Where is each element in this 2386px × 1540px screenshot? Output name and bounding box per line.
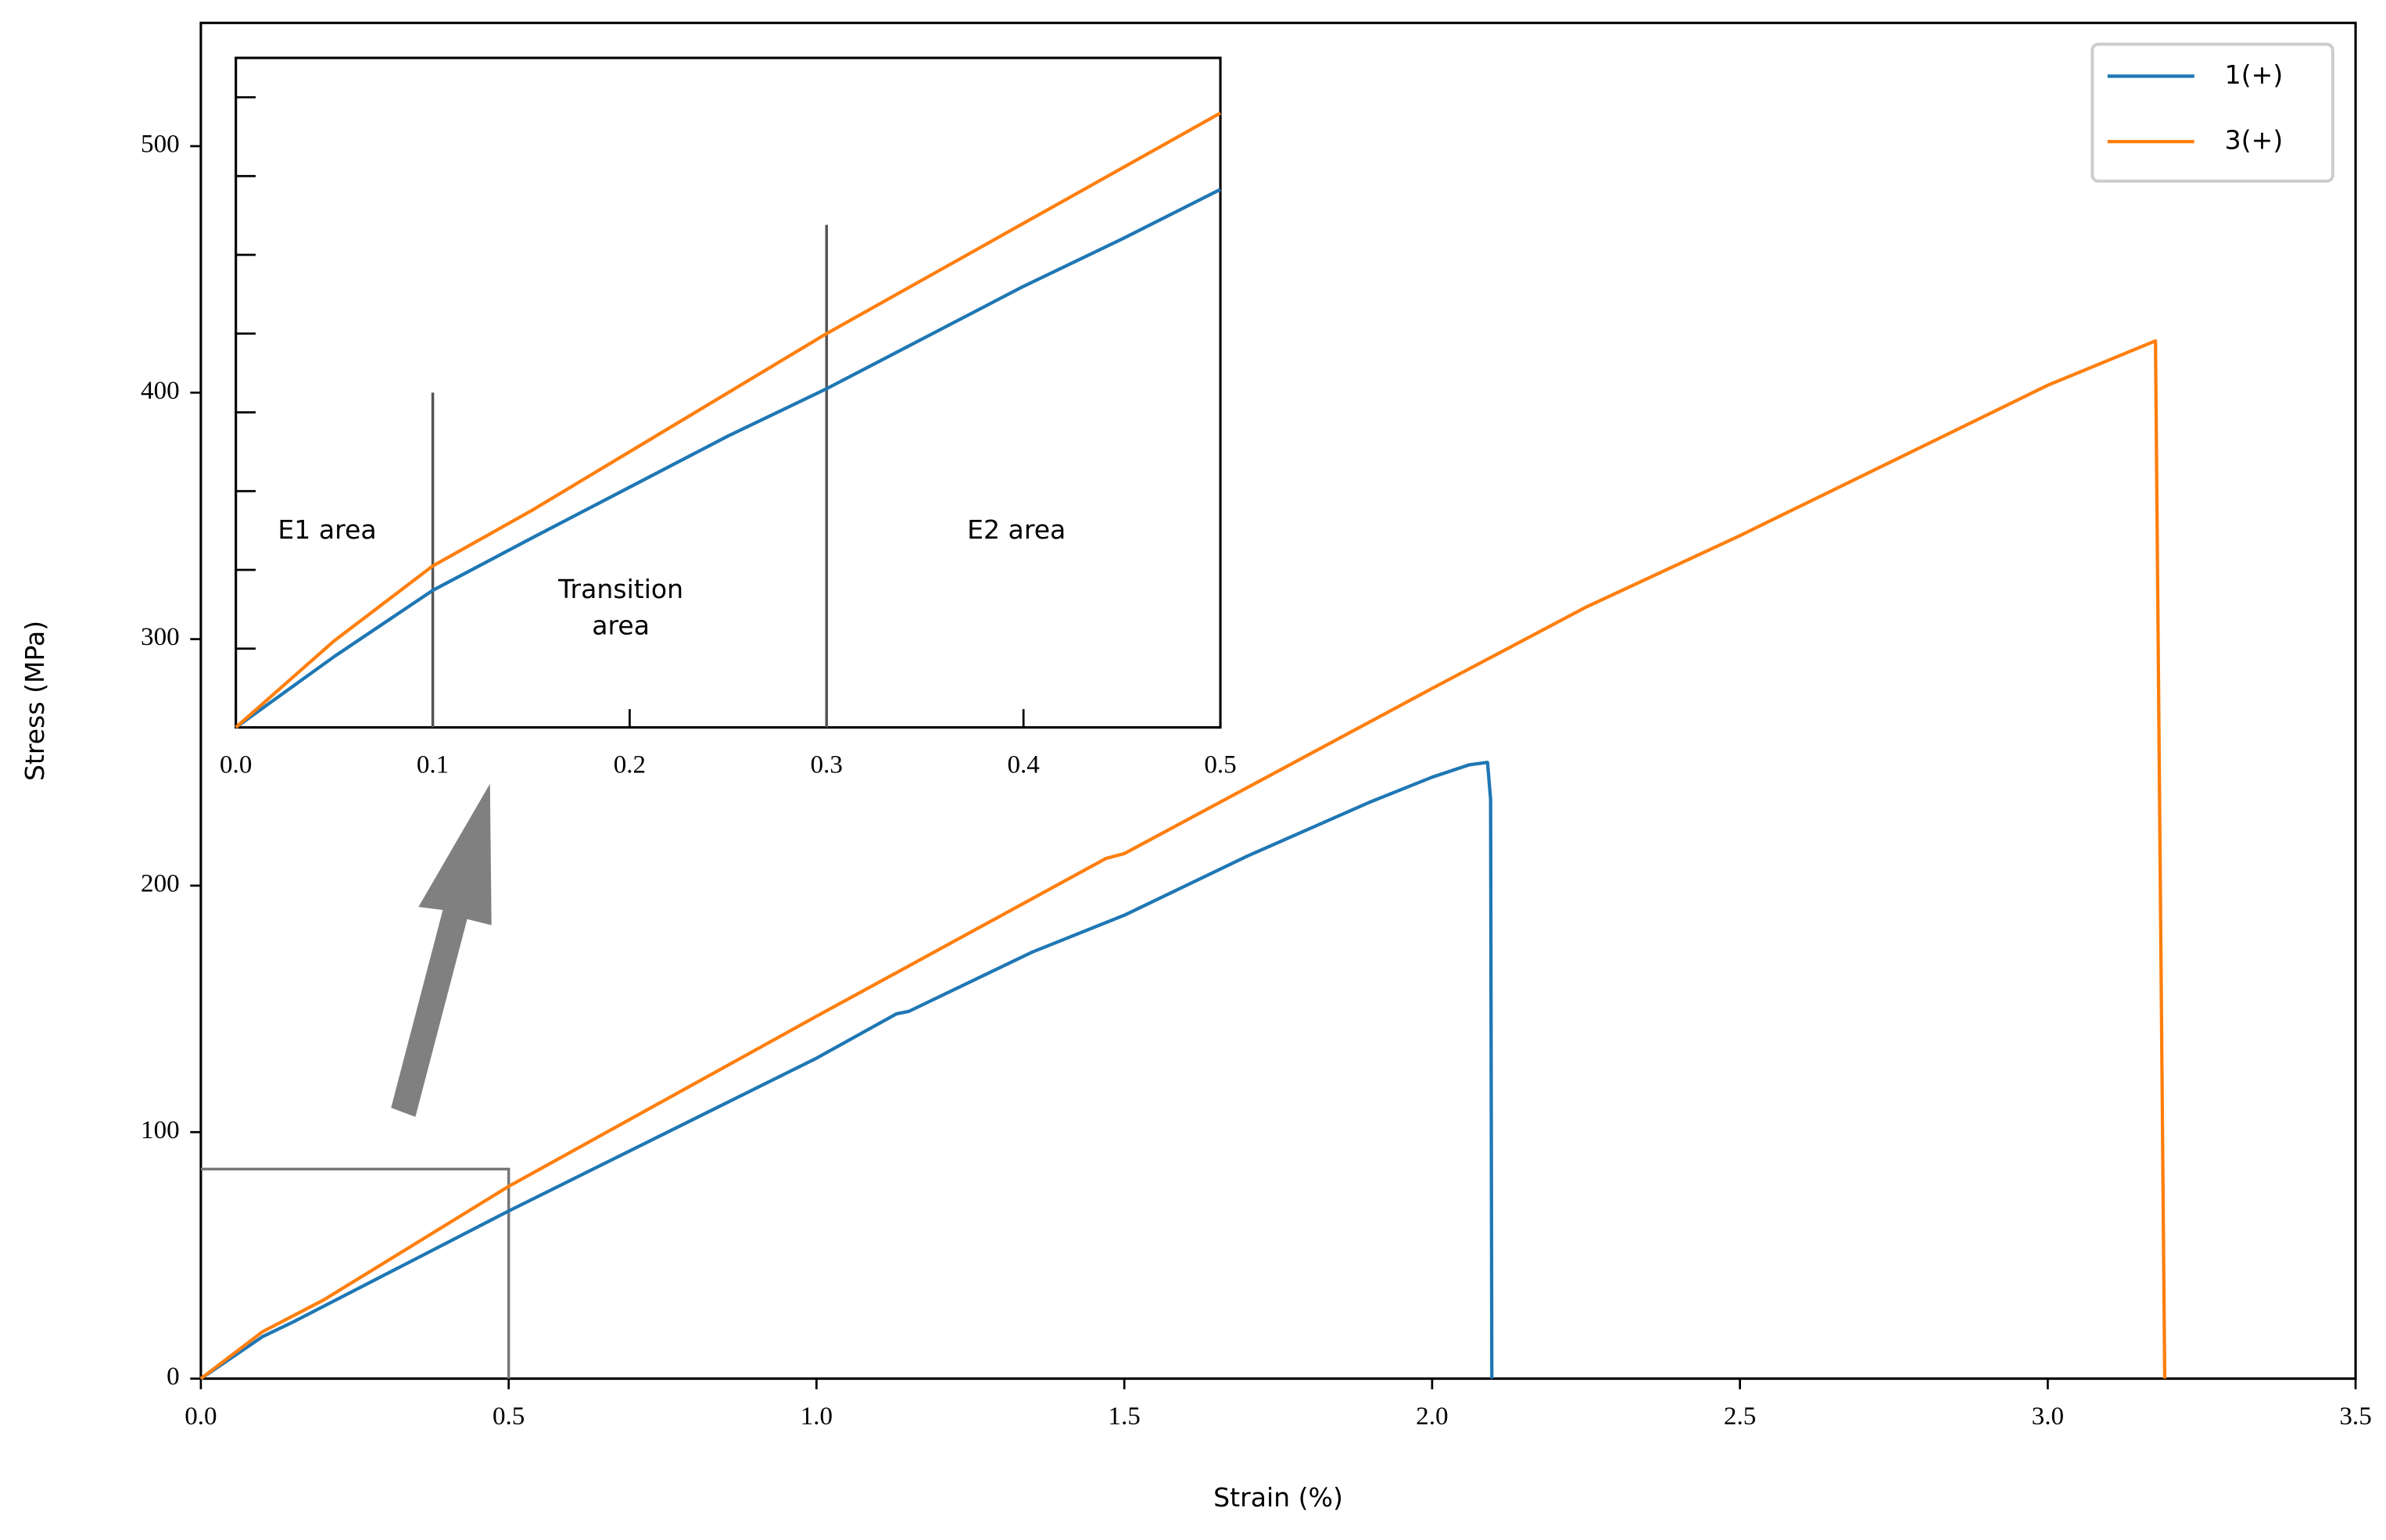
series-line <box>235 188 1221 729</box>
x-tick-label: 0.3 <box>811 751 843 779</box>
series-line <box>199 338 2167 1381</box>
x-tick-label: 2.0 <box>1416 1402 1448 1431</box>
annotation: E2 area <box>967 514 1066 545</box>
x-tick-label: 0.4 <box>1007 751 1040 779</box>
x-tick-label: 0.0 <box>185 1402 217 1431</box>
series-line <box>235 111 1222 729</box>
series-line <box>199 761 1494 1381</box>
legend-label: 3(+) <box>2225 125 2284 156</box>
x-tick-label: 0.5 <box>493 1402 525 1431</box>
y-tick-label: 100 <box>141 1116 180 1144</box>
x-tick-label: 1.0 <box>801 1402 833 1431</box>
y-axis-label: Stress (MPa) <box>20 621 50 781</box>
annotation: E1 area <box>278 514 376 545</box>
y-tick-label: 300 <box>141 623 180 651</box>
legend-box <box>2090 42 2334 183</box>
y-tick-label: 400 <box>141 377 180 405</box>
x-tick-label: 0.0 <box>220 751 252 779</box>
legend-label: 1(+) <box>2225 59 2284 90</box>
y-tick-label: 500 <box>141 131 180 159</box>
y-tick-label: 200 <box>141 870 180 898</box>
x-axis-label: Strain (%) <box>1213 1482 1343 1513</box>
zoom-box <box>200 1167 511 1379</box>
x-tick-label: 2.5 <box>1724 1402 1756 1431</box>
x-tick-label: 0.1 <box>417 751 449 779</box>
x-tick-label: 3.0 <box>2032 1402 2064 1431</box>
x-tick-label: 0.5 <box>1204 751 1236 779</box>
y-tick-label: 0 <box>167 1363 180 1391</box>
annotation: Transition <box>557 574 683 604</box>
x-tick-label: 0.2 <box>614 751 646 779</box>
x-tick-label: 3.5 <box>2339 1402 2371 1431</box>
zoom-arrow <box>391 783 492 1117</box>
x-tick-label: 1.5 <box>1108 1402 1140 1431</box>
annotation: area <box>592 611 650 641</box>
